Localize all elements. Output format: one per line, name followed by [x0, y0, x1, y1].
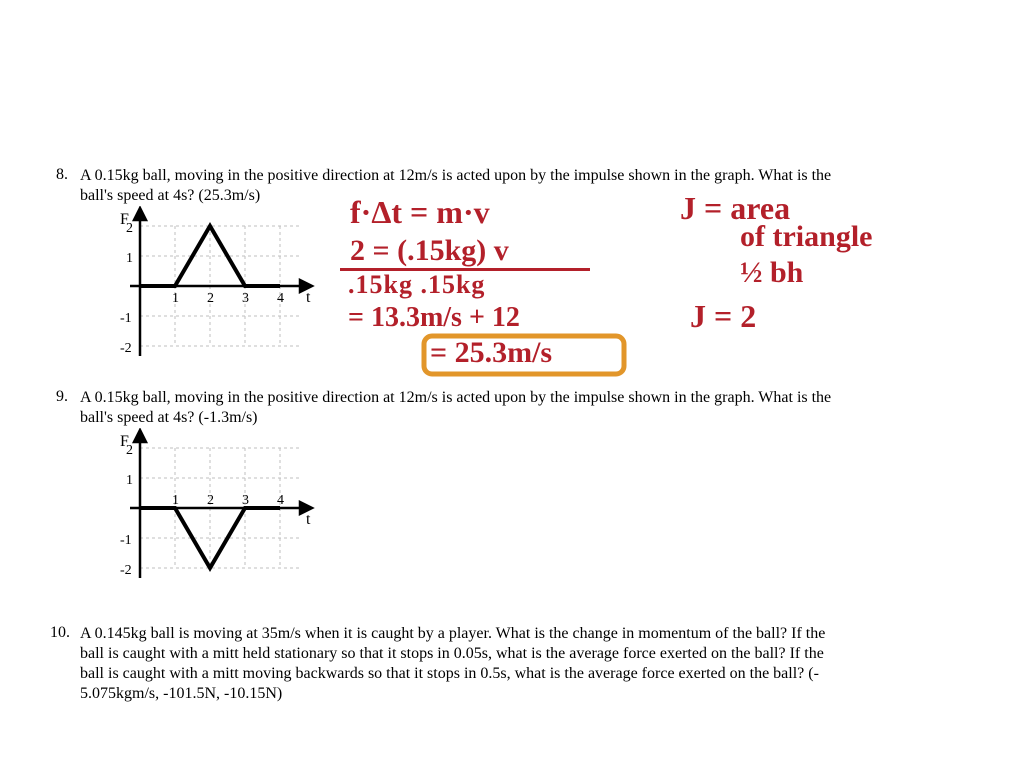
svg-text:2: 2	[126, 221, 133, 236]
problem-number: 8.	[56, 166, 68, 184]
svg-text:4: 4	[277, 291, 284, 306]
problem-text-line: A 0.145kg ball is moving at 35m/s when i…	[80, 624, 984, 644]
problem-text-line: ball is caught with a mitt moving backwa…	[80, 664, 984, 684]
handwriting-r2: ½ bh	[740, 258, 803, 288]
svg-text:3: 3	[242, 291, 249, 306]
handwriting-r3: J = 2	[690, 300, 756, 332]
graph-p9: F t 2 1 -1 -2 1 2 3 4	[100, 428, 320, 593]
problem-text-line: ball's speed at 4s? (-1.3m/s)	[80, 408, 984, 428]
problem-8: 8. A 0.15kg ball, moving in the positive…	[80, 166, 984, 206]
problem-text-line: ball is caught with a mitt held stationa…	[80, 644, 984, 664]
svg-text:-1: -1	[120, 311, 132, 326]
svg-text:-2: -2	[120, 341, 132, 356]
svg-text:3: 3	[242, 493, 249, 508]
problem-text-line: A 0.15kg ball, moving in the positive di…	[80, 388, 984, 408]
problem-number: 10.	[50, 624, 70, 642]
svg-text:1: 1	[126, 251, 133, 266]
handwriting-l1: f·Δt = m·v	[350, 196, 490, 228]
handwriting-r1b: of triangle	[740, 222, 872, 252]
svg-text:1: 1	[172, 493, 179, 508]
svg-text:t: t	[306, 511, 311, 528]
handwriting-l4: = 13.3m/s + 12	[348, 304, 520, 332]
problem-text-line: A 0.15kg ball, moving in the positive di…	[80, 166, 984, 186]
svg-text:4: 4	[277, 493, 284, 508]
problem-9: 9. A 0.15kg ball, moving in the positive…	[80, 388, 984, 428]
answer-box	[420, 332, 640, 385]
svg-text:1: 1	[172, 291, 179, 306]
svg-text:2: 2	[207, 291, 214, 306]
handwriting-l2: 2 = (.15kg) v	[350, 236, 509, 266]
problem-text-line: ball's speed at 4s? (25.3m/s)	[80, 186, 984, 206]
graph-p8: F t 2 1 -1 -2 1 2 3 4	[100, 206, 320, 371]
problem-number: 9.	[56, 388, 68, 406]
svg-text:2: 2	[126, 443, 133, 458]
svg-text:-2: -2	[120, 563, 132, 578]
handwriting-l3: .15kg .15kg	[348, 272, 485, 298]
svg-text:2: 2	[207, 493, 214, 508]
axis-label-t: t	[306, 289, 311, 306]
problem-text-line: 5.075kgm/s, -101.5N, -10.15N)	[80, 684, 984, 704]
svg-text:-1: -1	[120, 533, 132, 548]
svg-text:1: 1	[126, 473, 133, 488]
problem-10: 10. A 0.145kg ball is moving at 35m/s wh…	[80, 624, 984, 704]
